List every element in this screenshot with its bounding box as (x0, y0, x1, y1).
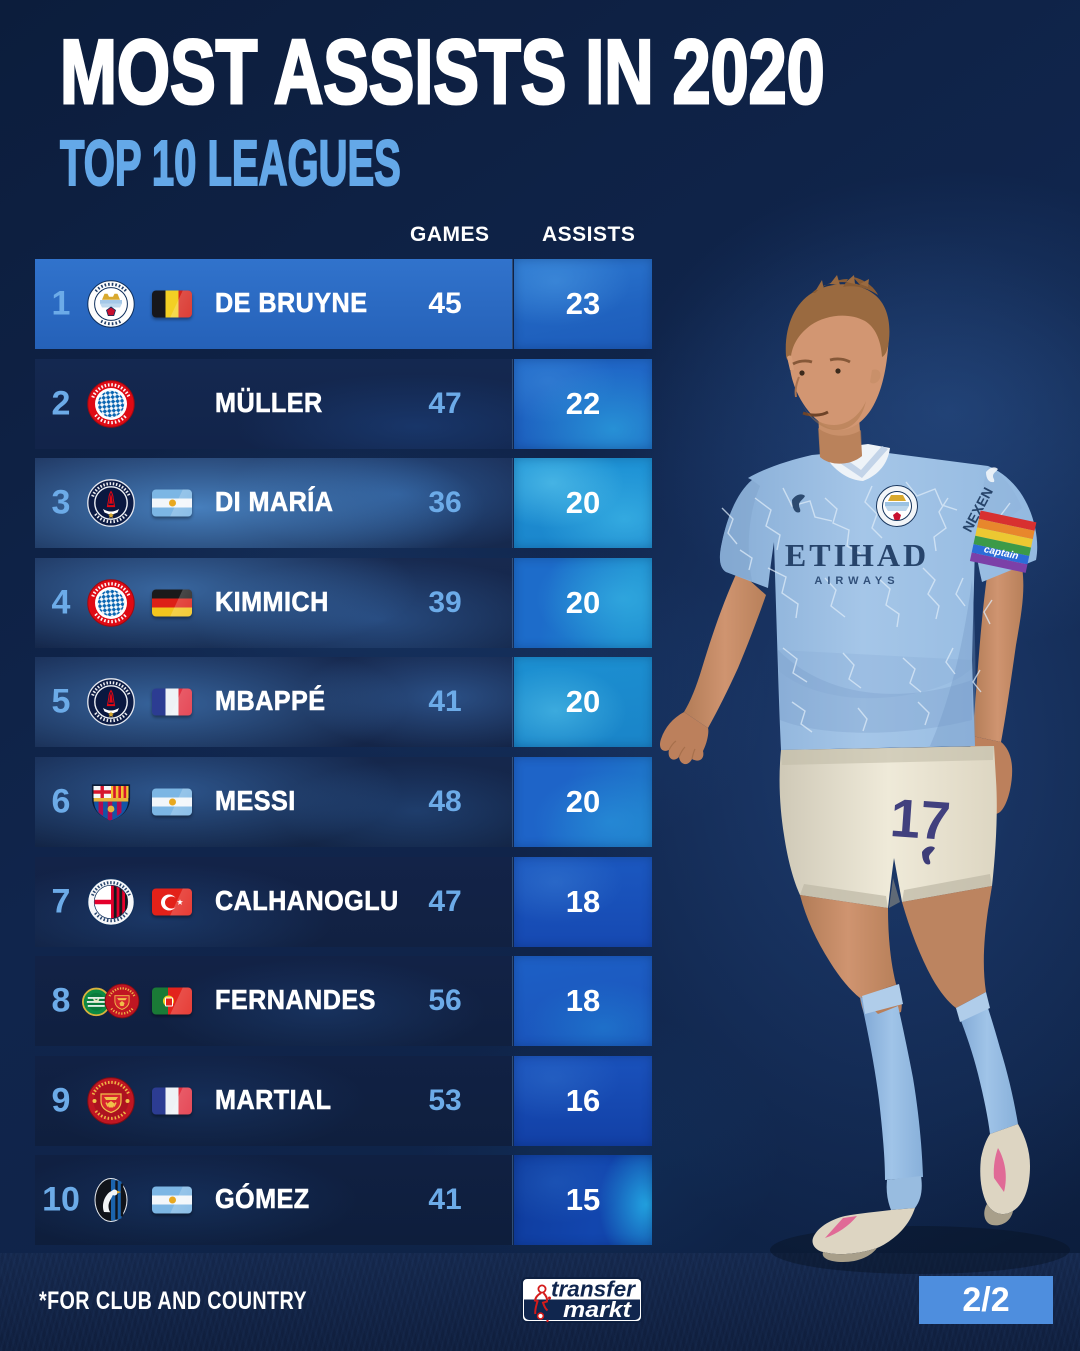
svg-text:markt: markt (563, 1297, 633, 1322)
svg-text:transfer: transfer (551, 1277, 636, 1302)
svg-text:ETIHAD: ETIHAD (785, 537, 929, 573)
svg-text:17: 17 (888, 788, 952, 852)
svg-text:AIRWAYS: AIRWAYS (814, 575, 899, 587)
